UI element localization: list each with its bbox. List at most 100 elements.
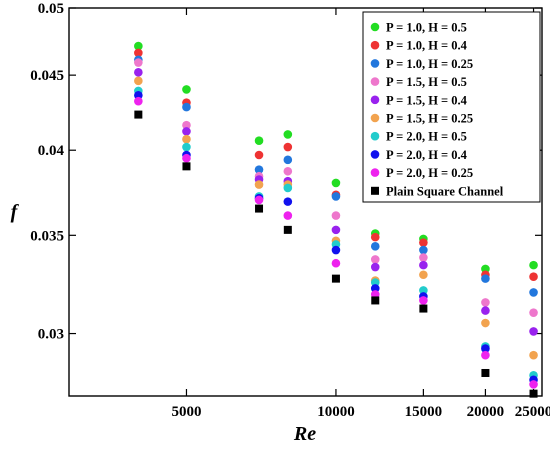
y-tick-label: 0.03 bbox=[38, 327, 64, 343]
data-point bbox=[283, 142, 293, 152]
data-point bbox=[481, 350, 490, 360]
data-point bbox=[283, 130, 293, 139]
legend-marker bbox=[370, 168, 380, 177]
data-point bbox=[134, 48, 143, 58]
data-point bbox=[331, 225, 341, 235]
x-tick-label: 25000 bbox=[515, 404, 550, 420]
legend-label: P = 1.0, H = 0.5 bbox=[386, 21, 467, 35]
data-point bbox=[419, 270, 428, 280]
data-point bbox=[481, 306, 490, 315]
data-points bbox=[134, 41, 538, 398]
data-point-square bbox=[481, 368, 490, 377]
data-point bbox=[370, 262, 380, 272]
y-tick-label: 0.04 bbox=[38, 143, 65, 159]
legend-label: P = 1.5, H = 0.4 bbox=[386, 93, 468, 107]
legend-marker bbox=[370, 77, 380, 86]
data-point-square bbox=[283, 225, 292, 234]
data-point bbox=[331, 192, 341, 201]
legend-marker bbox=[371, 186, 379, 195]
data-point bbox=[254, 195, 264, 205]
y-tick-label: 0.045 bbox=[30, 68, 64, 84]
data-point-square bbox=[331, 274, 340, 283]
data-point bbox=[419, 245, 428, 255]
data-point bbox=[254, 165, 264, 174]
data-point bbox=[254, 150, 264, 160]
data-point bbox=[182, 102, 191, 112]
legend-marker bbox=[370, 22, 380, 32]
data-point bbox=[481, 318, 490, 328]
legend-marker bbox=[370, 95, 380, 105]
data-point bbox=[283, 197, 293, 206]
x-axis-title: Re bbox=[293, 423, 316, 445]
data-point bbox=[283, 211, 293, 220]
data-point bbox=[481, 274, 490, 283]
data-point bbox=[370, 232, 380, 242]
data-point bbox=[331, 258, 341, 268]
legend-marker bbox=[370, 131, 380, 141]
data-point bbox=[419, 286, 428, 295]
y-axis-title: f bbox=[11, 201, 20, 223]
data-point bbox=[529, 260, 538, 270]
data-point bbox=[134, 41, 143, 51]
legend-marker bbox=[370, 113, 380, 123]
data-point bbox=[419, 253, 428, 262]
data-point bbox=[529, 327, 538, 336]
legend-label: P = 2.0, H = 0.4 bbox=[386, 148, 468, 162]
legend-label: P = 1.5, H = 0.25 bbox=[386, 112, 473, 126]
legend: P = 1.0, H = 0.5 P = 1.0, H = 0.4 P = 1.0,… bbox=[362, 11, 541, 203]
x-tick-label: 5000 bbox=[171, 404, 201, 420]
data-point-square bbox=[182, 162, 191, 171]
data-point bbox=[182, 85, 191, 94]
data-point bbox=[529, 380, 538, 389]
y-tick-label: 0.035 bbox=[30, 228, 64, 244]
legend-marker bbox=[370, 59, 380, 68]
legend-label: Plain Square Channel bbox=[386, 184, 504, 198]
data-point bbox=[254, 136, 264, 146]
data-point-square bbox=[529, 389, 538, 398]
legend-marker bbox=[370, 150, 380, 159]
data-point bbox=[182, 142, 191, 152]
data-point bbox=[254, 180, 264, 189]
x-axis: 5000 10000 15000 20000 25000 bbox=[171, 8, 550, 420]
legend-label: P = 1.0, H = 0.4 bbox=[386, 39, 468, 53]
legend-label: P = 2.0, H = 0.25 bbox=[386, 166, 473, 180]
data-point bbox=[182, 127, 191, 136]
data-point bbox=[283, 155, 293, 165]
data-point-square bbox=[134, 110, 143, 119]
data-point bbox=[134, 58, 143, 67]
data-point bbox=[331, 245, 341, 255]
data-point bbox=[529, 272, 538, 281]
x-tick-label: 15000 bbox=[405, 404, 443, 420]
data-point bbox=[370, 284, 380, 293]
data-point bbox=[134, 76, 143, 86]
data-point bbox=[331, 211, 341, 220]
data-point bbox=[283, 166, 293, 176]
data-point bbox=[370, 242, 380, 251]
plot-frame bbox=[68, 7, 543, 397]
data-point bbox=[182, 153, 191, 163]
legend-marker bbox=[370, 40, 380, 50]
data-point bbox=[283, 183, 293, 193]
data-point bbox=[182, 120, 191, 130]
data-point bbox=[481, 344, 490, 353]
data-point bbox=[134, 96, 143, 106]
data-point bbox=[331, 178, 341, 188]
legend-label: P = 1.5, H = 0.5 bbox=[386, 75, 467, 89]
y-axis: 0.03 0.035 0.04 0.045 0.05 bbox=[30, 1, 542, 343]
y-tick-label: 0.05 bbox=[38, 1, 64, 17]
data-point bbox=[529, 350, 538, 360]
data-point-square bbox=[255, 204, 264, 213]
legend-label: P = 2.0, H = 0.5 bbox=[386, 130, 467, 144]
x-tick-label: 10000 bbox=[317, 404, 355, 420]
data-point bbox=[529, 308, 538, 317]
x-tick-label: 20000 bbox=[467, 404, 505, 420]
data-point bbox=[419, 296, 428, 305]
legend-label: P = 1.0, H = 0.25 bbox=[386, 57, 473, 71]
data-point bbox=[481, 298, 490, 307]
data-point bbox=[419, 238, 428, 247]
data-point bbox=[370, 255, 380, 264]
data-point bbox=[370, 278, 380, 287]
data-point-square bbox=[371, 296, 380, 305]
